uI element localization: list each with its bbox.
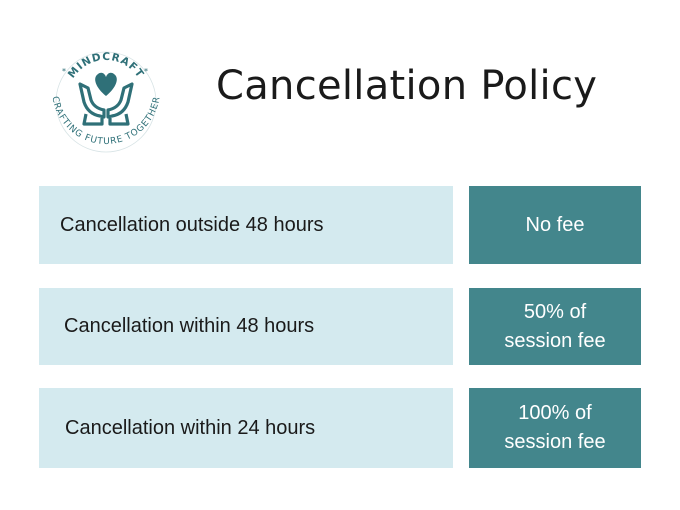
policy-condition-text: Cancellation within 48 hours xyxy=(64,315,315,337)
policy-condition-text: Cancellation within 24 hours xyxy=(65,416,316,439)
policy-condition: Cancellation within 48 hours xyxy=(39,288,453,365)
policy-fee: 50% of session fee xyxy=(469,288,641,365)
policy-row: Cancellation within 24 hours 100% of ses… xyxy=(39,388,641,468)
logo-ring xyxy=(55,51,157,153)
policy-fee: No fee xyxy=(469,186,641,264)
policy-fee-text-line1: 100% of xyxy=(518,402,592,424)
policy-condition: Cancellation within 24 hours xyxy=(39,388,453,468)
policy-row: Cancellation within 48 hours 50% of sess… xyxy=(39,288,641,365)
policy-row: Cancellation outside 48 hours No fee xyxy=(39,186,641,264)
policy-fee-text-line2: session fee xyxy=(504,329,606,352)
policy-condition: Cancellation outside 48 hours xyxy=(39,186,453,264)
page-title: Cancellation Policy xyxy=(216,63,598,109)
policy-fee-text-line2: session fee xyxy=(504,431,606,453)
policy-fee-text: No fee xyxy=(525,213,585,236)
star-icon: * xyxy=(62,67,66,76)
star-icon: * xyxy=(144,67,148,76)
policy-fee-text-line1: 50% of xyxy=(523,300,587,323)
heart-hands-icon xyxy=(78,72,134,126)
mindcraft-logo: MINDCRAFT CRAFTING FUTURE TOGETHER * * xyxy=(44,40,168,164)
logo-brand-text: MINDCRAFT xyxy=(66,51,146,81)
policy-condition-text: Cancellation outside 48 hours xyxy=(60,213,324,236)
logo-tagline-text: CRAFTING FUTURE TOGETHER xyxy=(49,96,162,148)
policy-fee: 100% of session fee xyxy=(469,388,641,468)
